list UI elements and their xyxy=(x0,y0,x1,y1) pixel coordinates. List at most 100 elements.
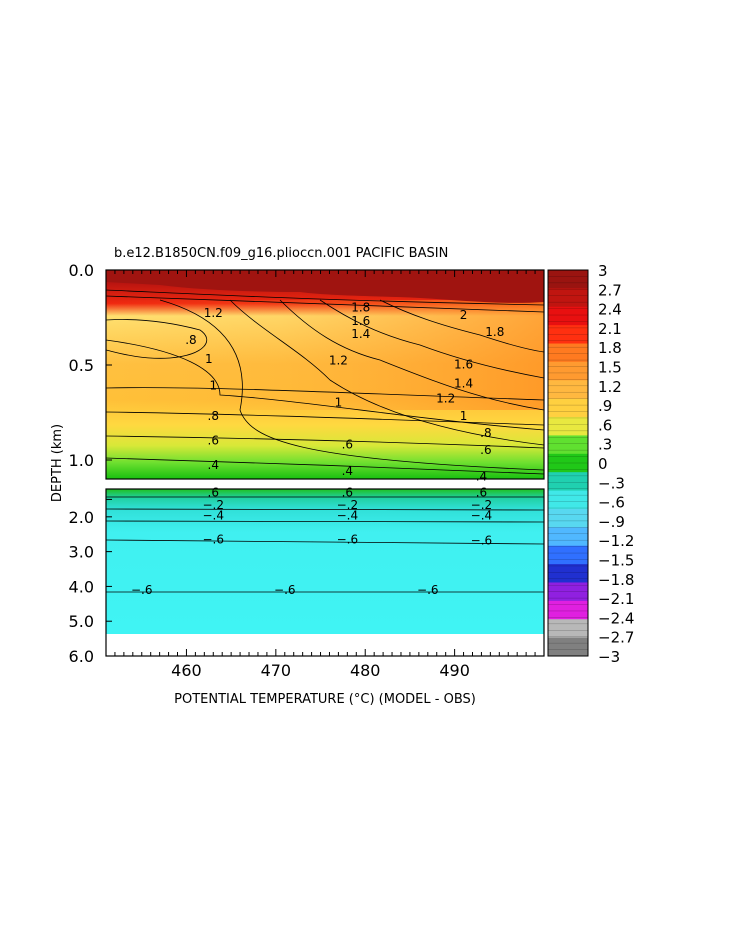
colorbar-swatch xyxy=(548,380,588,400)
y-tick-label: 3.0 xyxy=(69,543,94,562)
colorbar-label: −.9 xyxy=(598,513,625,531)
contour-label: 1.6 xyxy=(454,358,473,372)
x-tick-label: 490 xyxy=(439,661,470,680)
contour-line xyxy=(105,411,545,426)
contour-line xyxy=(105,387,545,401)
contour-label: .8 xyxy=(480,426,491,440)
x-tick-label: 460 xyxy=(171,661,202,680)
x-tick-label: 470 xyxy=(261,661,292,680)
colorbar-label: −2.7 xyxy=(598,629,634,647)
contour-label: 1.2 xyxy=(436,392,455,406)
y-tick-label: 6.0 xyxy=(69,647,94,666)
contour-label: −.2 xyxy=(337,498,359,512)
colorbar-swatch xyxy=(548,435,588,455)
contour-label: −.2 xyxy=(203,498,225,512)
contour-label: 1 xyxy=(205,352,213,366)
y-tick-label: 0.5 xyxy=(69,356,94,375)
colorbar-label: −1.8 xyxy=(598,571,634,589)
contour-label: .8 xyxy=(208,409,219,423)
colorbar-swatch xyxy=(548,472,588,492)
x-tick-label: 480 xyxy=(350,661,381,680)
y-tick-label: 2.0 xyxy=(69,508,94,527)
contour-line xyxy=(105,319,208,359)
contour-line xyxy=(159,299,545,471)
contour-label: 1 xyxy=(209,378,217,392)
colorbar-swatch xyxy=(548,490,588,510)
lower-panel: .6.6.6−.2 −.2 −.2−.4 −.4 −.4−.6 −.6 −.6−.6 −.6−… xyxy=(105,486,545,657)
colorbar-swatch xyxy=(548,453,588,473)
upper-warm-east xyxy=(106,300,544,410)
colorbar-label: .3 xyxy=(598,436,612,454)
contour-label: .6 xyxy=(342,486,353,500)
contour-line xyxy=(105,457,545,475)
colorbar-label: .9 xyxy=(598,397,612,415)
contour-label: .6 xyxy=(480,443,491,457)
lower-frame xyxy=(105,488,545,657)
contour-label: .4 xyxy=(208,458,219,472)
colorbar-swatch xyxy=(548,343,588,363)
lower-blank-bottom xyxy=(106,634,544,656)
colorbar-label: .6 xyxy=(598,416,612,434)
colorbar-label: 1.5 xyxy=(598,359,622,377)
y-tick-label: 4.0 xyxy=(69,577,94,596)
contour-label: 1.8 xyxy=(485,325,504,339)
colorbar-label: 0 xyxy=(598,455,608,473)
x-axis-label: POTENTIAL TEMPERATURE (°C) (MODEL - OBS) xyxy=(174,692,476,707)
contour-line xyxy=(279,299,545,411)
lower-field xyxy=(106,489,544,634)
colorbar-swatch xyxy=(548,545,588,565)
contour-label: 1.4 xyxy=(351,327,370,341)
warm-surface-band xyxy=(106,270,544,303)
colorbar-label: −3 xyxy=(598,648,620,666)
x-axis: 460 470 480 490 xyxy=(105,270,545,680)
contour-label: .4 xyxy=(476,470,487,484)
colorbar-swatch xyxy=(548,361,588,381)
contour-label: 1.2 xyxy=(204,306,223,320)
colorbar-label: 1.8 xyxy=(598,339,622,357)
y-tick-label: 0.0 xyxy=(69,261,94,280)
contour-label: −.4 xyxy=(203,508,225,522)
y-axis: 0.0 0.5 1.0 2.0 3.0 4.0 5.0 6.0 xyxy=(69,261,112,666)
colorbar-swatch xyxy=(548,270,588,289)
contour-label: 1.6 xyxy=(351,314,370,328)
contour-label: 2 xyxy=(460,308,468,322)
contour-label: .8 xyxy=(185,333,196,347)
contour-line xyxy=(229,299,545,446)
upper-contour-labels: .811.21.21.41.61.811 1.21.41.61.821.8.8.6… xyxy=(185,301,504,484)
upper-contour-lines xyxy=(105,289,545,475)
colorbar-label: −2.4 xyxy=(598,609,634,627)
y-tick-label: 1.0 xyxy=(69,451,94,470)
contour-label: 1 xyxy=(460,409,468,423)
colorbar-label: −.3 xyxy=(598,474,625,492)
upper-panel: .811.21.21.41.61.811 1.21.41.61.821.8.8.6… xyxy=(105,269,545,484)
contour-label: −.6 xyxy=(203,533,225,547)
colorbar-frame xyxy=(547,269,589,657)
contour-label: −.6 xyxy=(417,583,439,597)
colorbar-label: 2.4 xyxy=(598,301,622,319)
contour-label: 1.8 xyxy=(351,301,370,315)
contour-line xyxy=(105,339,545,431)
upper-frame xyxy=(105,269,545,480)
contour-label: 1 xyxy=(335,396,343,410)
chart-title: b.e12.B1850CN.f09_g16.plioccn.001 PACIFI… xyxy=(114,246,448,261)
contour-line xyxy=(379,299,545,353)
colorbar-label: −2.1 xyxy=(598,590,634,608)
contour-line xyxy=(105,520,545,523)
colorbar-swatch xyxy=(548,398,588,418)
contour-label: −.6 xyxy=(131,583,153,597)
contour-label: −.6 xyxy=(274,583,296,597)
colorbar-swatch xyxy=(548,600,588,620)
colorbar-label: 2.1 xyxy=(598,320,622,338)
contour-label: .6 xyxy=(208,486,219,500)
contour-label: .4 xyxy=(342,464,353,478)
colorbar-label: 1.2 xyxy=(598,378,622,396)
colorbar-label: −1.5 xyxy=(598,552,634,570)
colorbar: 32.7 2.42.11.8 1.51.2.9.6 .30−.3 −.6−.9−1.2 −… xyxy=(547,262,634,666)
colorbar-swatch xyxy=(548,417,588,436)
colorbar-label: −.6 xyxy=(598,494,625,512)
contour-line xyxy=(105,435,545,449)
contour-line xyxy=(319,299,545,379)
colorbar-swatch xyxy=(548,508,588,528)
contour-label: .6 xyxy=(476,486,487,500)
